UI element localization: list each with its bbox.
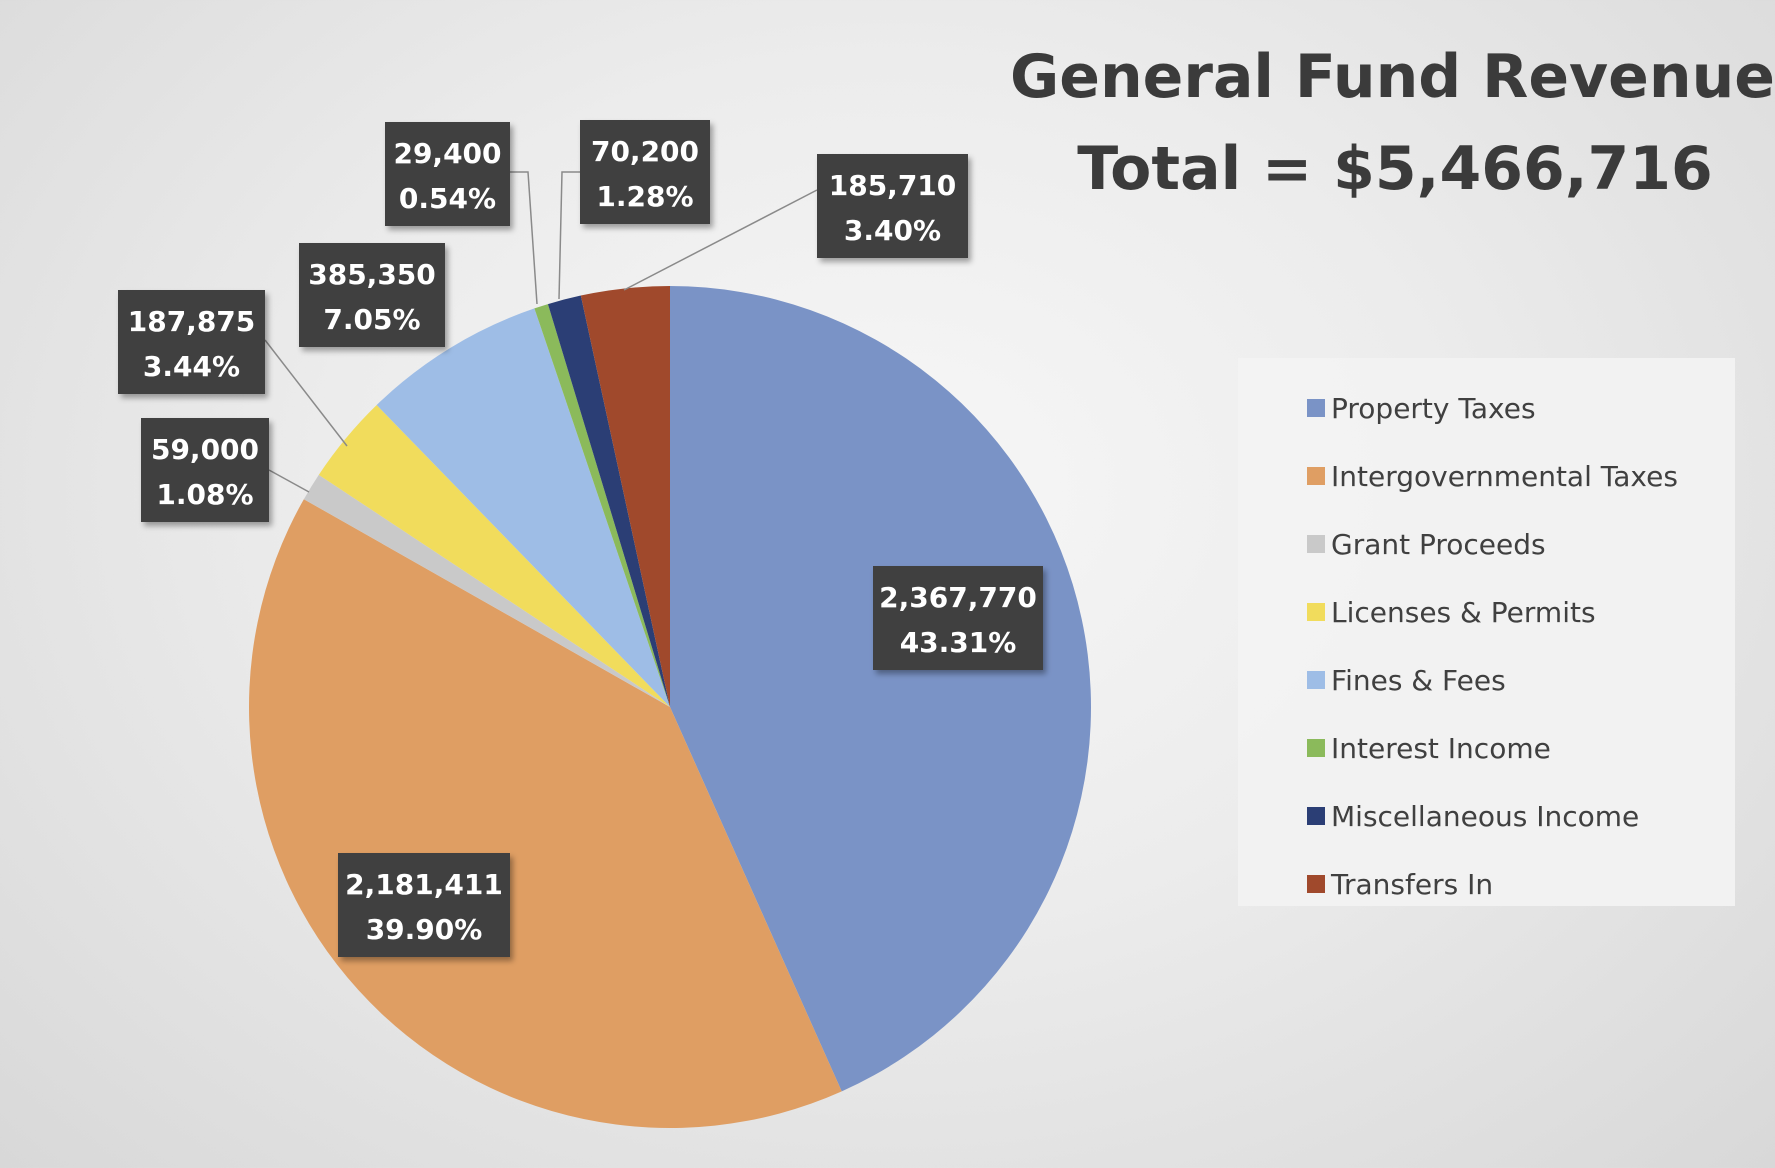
data-label-percent: 1.28% bbox=[596, 180, 693, 213]
legend-label: Property Taxes bbox=[1331, 391, 1536, 425]
data-label-box bbox=[338, 853, 510, 957]
data-labels: 2,367,770 43.31% 2,181,411 39.90% 59,000 1.08… bbox=[118, 120, 1043, 957]
data-label-value: 59,000 bbox=[151, 433, 259, 466]
legend-swatch bbox=[1307, 671, 1325, 689]
data-label-fines-and-fees: 385,350 7.05% bbox=[299, 243, 445, 347]
legend-item-interest-income: Interest Income bbox=[1238, 714, 1735, 782]
legend-label: Miscellaneous Income bbox=[1331, 799, 1640, 833]
chart-subtitle-total: Total = $5,466,716 bbox=[1077, 134, 1713, 204]
data-label-box bbox=[580, 120, 710, 224]
data-label-value: 29,400 bbox=[393, 137, 501, 170]
legend-swatch bbox=[1307, 535, 1325, 553]
data-label-percent: 43.31% bbox=[900, 626, 1017, 659]
pie-slice-fines-and-fees bbox=[376, 308, 670, 707]
pie-slice-grant-proceeds bbox=[303, 474, 670, 707]
data-label-value: 187,875 bbox=[128, 305, 256, 338]
pie-slice-property-taxes bbox=[670, 286, 1092, 1092]
legend-item-miscellaneous-income: Miscellaneous Income bbox=[1238, 782, 1735, 850]
data-label-box bbox=[385, 122, 510, 226]
data-label-percent: 3.40% bbox=[844, 214, 941, 247]
data-label-value: 2,181,411 bbox=[345, 868, 503, 901]
legend-item-transfers-in: Transfers In bbox=[1238, 850, 1735, 918]
data-label-box bbox=[873, 566, 1043, 670]
chart-title: General Fund Revenues bbox=[1010, 42, 1775, 112]
data-label-value: 385,350 bbox=[308, 258, 436, 291]
pie-slices bbox=[248, 286, 1092, 1129]
leader-line-grant-proceeds bbox=[268, 469, 310, 493]
data-label-value: 2,367,770 bbox=[879, 581, 1037, 614]
legend-label: Interest Income bbox=[1331, 731, 1551, 765]
legend: Property Taxes Intergovernmental Taxes G… bbox=[1238, 358, 1735, 906]
data-label-transfers-in: 185,710 3.40% bbox=[817, 154, 968, 258]
legend-label: Intergovernmental Taxes bbox=[1331, 459, 1678, 493]
data-label-grant-proceeds: 59,000 1.08% bbox=[141, 418, 269, 522]
legend-label: Transfers In bbox=[1331, 867, 1494, 901]
legend-swatch bbox=[1307, 807, 1325, 825]
pie-slice-interest-income bbox=[534, 304, 670, 707]
data-label-box bbox=[141, 418, 269, 522]
data-label-box bbox=[299, 243, 445, 347]
data-label-property-taxes: 2,367,770 43.31% bbox=[873, 566, 1043, 670]
legend-label: Licenses & Permits bbox=[1331, 595, 1596, 629]
data-label-value: 185,710 bbox=[829, 169, 957, 202]
pie-slice-transfers-in bbox=[580, 286, 670, 707]
legend-swatch bbox=[1307, 875, 1325, 893]
leader-lines bbox=[264, 171, 818, 493]
legend-item-property-taxes: Property Taxes bbox=[1238, 374, 1735, 442]
data-label-value: 70,200 bbox=[591, 135, 699, 168]
leader-line-interest-income bbox=[510, 171, 538, 305]
data-label-percent: 7.05% bbox=[323, 303, 420, 336]
legend-swatch bbox=[1307, 467, 1325, 485]
leader-line-transfers-in bbox=[623, 189, 818, 291]
data-label-percent: 1.08% bbox=[156, 478, 253, 511]
data-label-licenses-and-permits: 187,875 3.44% bbox=[118, 290, 265, 394]
data-label-percent: 0.54% bbox=[399, 182, 496, 215]
data-label-box bbox=[118, 290, 265, 394]
legend-item-licenses-permits: Licenses & Permits bbox=[1238, 578, 1735, 646]
data-label-percent: 39.90% bbox=[366, 913, 483, 946]
data-label-intergovernmental-taxes: 2,181,411 39.90% bbox=[338, 853, 510, 957]
data-label-box bbox=[817, 154, 968, 258]
data-label-interest-income: 29,400 0.54% bbox=[385, 122, 510, 226]
legend-item-intergovernmental-taxes: Intergovernmental Taxes bbox=[1238, 442, 1735, 510]
pie-slice-intergovernmental-taxes bbox=[248, 499, 842, 1129]
legend-swatch bbox=[1307, 603, 1325, 621]
legend-swatch bbox=[1307, 739, 1325, 757]
legend-item-grant-proceeds: Grant Proceeds bbox=[1238, 510, 1735, 578]
legend-label: Grant Proceeds bbox=[1331, 527, 1546, 561]
data-label-percent: 3.44% bbox=[143, 350, 240, 383]
legend-item-fines-fees: Fines & Fees bbox=[1238, 646, 1735, 714]
data-label-miscellaneous-income: 70,200 1.28% bbox=[580, 120, 710, 224]
pie-slice-licenses-and-permits bbox=[318, 405, 670, 707]
pie-slice-miscellaneous-income bbox=[547, 295, 670, 707]
legend-label: Fines & Fees bbox=[1331, 663, 1506, 697]
leader-line-licenses-and-permits bbox=[264, 339, 348, 447]
legend-swatch bbox=[1307, 399, 1325, 417]
leader-line-miscellaneous-income bbox=[558, 171, 580, 300]
